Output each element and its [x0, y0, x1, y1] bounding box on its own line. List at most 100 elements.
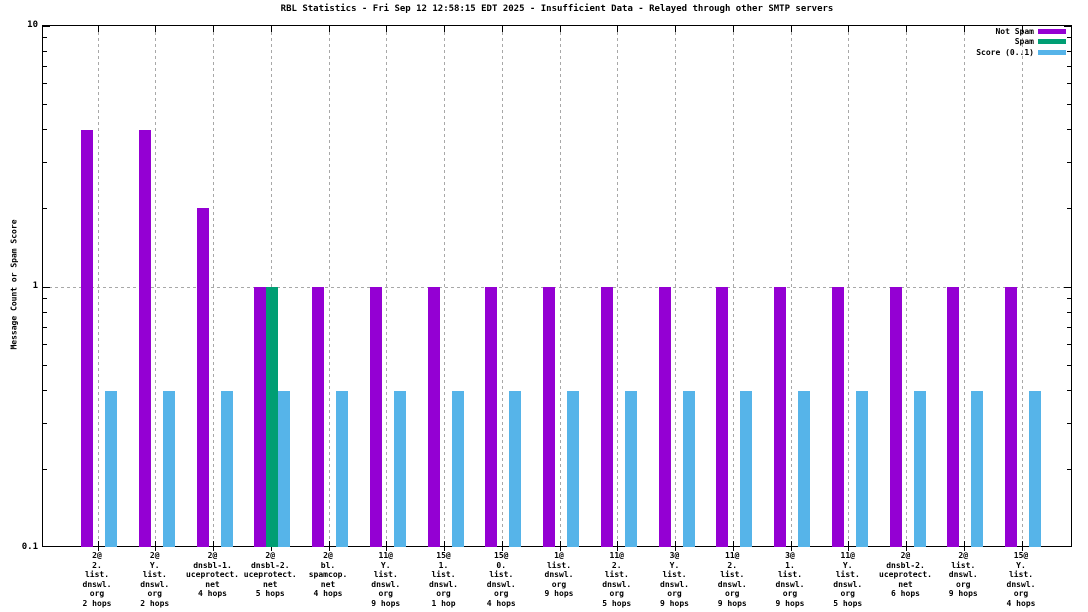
bar-not-spam: [774, 287, 786, 547]
v-gridline: [963, 26, 965, 546]
y-minor-tick: [43, 326, 47, 328]
bar-score-0-1-: [971, 390, 984, 547]
y-minor-tick: [43, 50, 47, 52]
x-category-label: 3@ Y. list. dnswl. org 9 hops: [660, 551, 689, 608]
legend-row: Score (0..1): [976, 47, 1066, 58]
y-minor-tick: [43, 129, 47, 131]
x-tick-bottom: [444, 541, 445, 551]
x-tick-bottom: [963, 541, 965, 551]
x-category-label: 11@ Y. list. dnswl. org 9 hops: [371, 551, 401, 608]
bar-not-spam: [716, 287, 729, 547]
x-category-label: 2@ list. dnswl. org 9 hops: [948, 551, 978, 598]
x-tick-bottom: [732, 541, 734, 551]
v-gridline: [501, 26, 503, 546]
y-major-tick: [43, 26, 50, 27]
bar-score-0-1-: [336, 390, 348, 547]
x-tick-top: [155, 26, 157, 32]
x-tick-top: [328, 26, 330, 32]
y-minor-tick: [1067, 422, 1071, 424]
y-tick-label-10: 10: [27, 20, 38, 30]
x-category-label: 11@ 2. list. dnswl. org 9 hops: [717, 551, 747, 608]
x-tick-top: [617, 26, 619, 32]
bar-not-spam: [600, 287, 613, 547]
x-category-label: 2@ bl. spamcop. net 4 hops: [308, 551, 348, 598]
x-category-label: 11@ Y. list. dnswl. org 5 hops: [833, 551, 863, 608]
bar-score-0-1-: [1029, 390, 1041, 547]
bar-score-0-1-: [220, 390, 233, 547]
v-gridline: [213, 26, 214, 546]
x-category-label: 1@ list. dnswl. org 9 hops: [544, 551, 574, 598]
v-gridline: [444, 26, 445, 546]
y-minor-tick: [1067, 83, 1071, 85]
x-tick-bottom: [328, 541, 330, 551]
x-category-label: 15@ Y. list. dnswl. org 4 hops: [1006, 551, 1036, 608]
v-gridline: [97, 26, 99, 546]
chart-title: RBL Statistics - Fri Sep 12 12:58:15 EDT…: [280, 4, 834, 14]
x-tick-top: [559, 26, 561, 32]
x-category-label: 2@ dnsbl-2. uceprotect. net 5 hops: [243, 551, 297, 598]
y-major-tick: [1064, 287, 1071, 288]
x-category-label: 2@ Y. list. dnswl. org 2 hops: [140, 551, 170, 608]
bar-score-0-1-: [740, 390, 753, 547]
x-tick-top: [963, 26, 965, 32]
y-minor-tick: [1067, 468, 1071, 470]
x-category-label: 3@ 1. list. dnswl. org 9 hops: [775, 551, 805, 608]
y-minor-tick: [43, 468, 47, 470]
y-minor-tick: [43, 365, 47, 367]
bar-not-spam: [831, 287, 844, 547]
bar-score-0-1-: [798, 390, 810, 547]
bar-not-spam: [947, 287, 960, 547]
y-minor-tick: [1067, 298, 1071, 300]
y-minor-tick: [1067, 326, 1071, 328]
x-category-label: 11@ 2. list. dnswl. org 5 hops: [602, 551, 632, 608]
bar-not-spam: [658, 287, 671, 547]
v-gridline: [617, 26, 619, 546]
y-minor-tick: [1067, 104, 1071, 106]
legend: Not Spam Spam Score (0..1): [976, 26, 1066, 58]
x-tick-top: [501, 26, 503, 32]
plot-area: [42, 25, 1072, 551]
bar-score-0-1-: [105, 390, 117, 547]
x-tick-bottom: [1021, 541, 1023, 551]
x-category-label: 15@ 1. list. dnswl. org 1 hop: [429, 551, 458, 608]
y-major-tick: [1064, 546, 1071, 547]
v-gridline: [790, 26, 792, 546]
v-gridline: [848, 26, 850, 546]
x-tick-top: [97, 26, 99, 32]
x-tick-top: [444, 26, 445, 32]
x-tick-top: [675, 26, 676, 32]
v-gridline: [732, 26, 734, 546]
bar-score-0-1-: [162, 390, 175, 547]
bar-not-spam: [138, 129, 151, 547]
x-category-label: 15@ 0. list. dnswl. org 4 hops: [486, 551, 516, 608]
bar-score-0-1-: [451, 390, 464, 547]
v-gridline: [386, 26, 388, 546]
bar-score-0-1-: [567, 390, 579, 547]
bar-not-spam: [427, 287, 440, 547]
y-minor-tick: [1067, 390, 1071, 392]
bar-not-spam: [196, 208, 209, 547]
bar-not-spam: [889, 287, 902, 547]
legend-row: Not Spam: [976, 26, 1066, 37]
y-minor-tick: [43, 390, 47, 392]
y-minor-tick: [1067, 311, 1071, 313]
y-minor-tick: [1067, 344, 1071, 346]
x-tick-top: [270, 26, 272, 32]
y-minor-tick: [1067, 50, 1071, 52]
v-gridline: [559, 26, 561, 546]
v-gridline: [155, 26, 157, 546]
x-tick-bottom: [559, 541, 561, 551]
bar-not-spam: [312, 287, 324, 547]
bar-not-spam: [543, 287, 555, 547]
y-minor-tick: [43, 298, 47, 300]
y-minor-tick: [1067, 365, 1071, 367]
legend-swatch: [1038, 49, 1066, 55]
x-tick-bottom: [97, 541, 99, 551]
x-tick-bottom: [155, 541, 157, 551]
y-minor-tick: [43, 37, 47, 39]
x-tick-top: [790, 26, 792, 32]
bar-score-0-1-: [855, 390, 868, 547]
legend-swatch: [1038, 28, 1066, 34]
x-tick-bottom: [848, 541, 850, 551]
